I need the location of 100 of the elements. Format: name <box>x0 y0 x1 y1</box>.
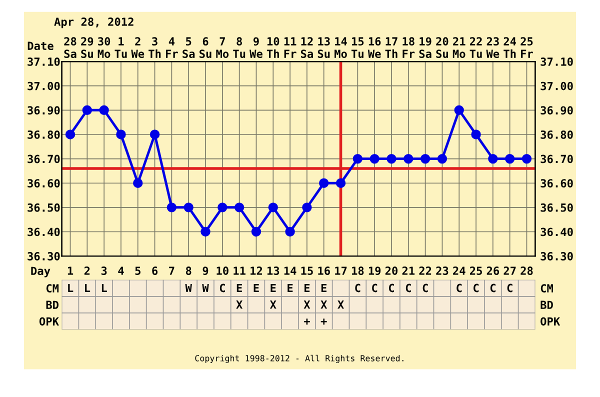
y-tick-label: 36.40 <box>28 228 60 236</box>
x-tick-label: 13 <box>267 266 280 275</box>
y-tick-label: 36.30 <box>28 252 60 260</box>
y-tick-label: CM <box>46 284 59 293</box>
x-tick-label: 30 Mo <box>98 37 110 58</box>
x-tick-label: 16 <box>318 266 330 275</box>
text: E <box>321 284 326 292</box>
x-tick-label: 27 <box>504 266 516 275</box>
x-tick-label: 13 Su <box>318 37 330 58</box>
point <box>420 154 430 164</box>
x-tick-label: 28 Sa <box>64 37 76 58</box>
text: C <box>456 284 462 292</box>
x-tick-label: 4 <box>118 266 124 275</box>
x-tick-label: 4 Fr <box>166 37 178 58</box>
text: X <box>236 300 243 309</box>
text: C <box>372 284 378 292</box>
x-tick-label: 2 <box>84 266 90 275</box>
text: E <box>236 284 242 292</box>
x-tick-label: 12 Sa <box>300 37 313 58</box>
x-tick-label: 25 Fr <box>520 37 533 58</box>
point <box>65 130 76 140</box>
text: Copyright 1998-2012 - All Rights Reserved. <box>195 354 404 364</box>
text: Apr 28, 2012 <box>54 18 134 28</box>
text: C <box>422 284 428 292</box>
x-tick-label: 20 <box>385 266 398 275</box>
y2-tick-label: 36.40 <box>540 228 573 236</box>
x-tick-label: 15 Tu <box>351 37 364 58</box>
y-tick-label: 37.10 <box>28 58 60 66</box>
point <box>133 178 143 188</box>
point <box>302 202 312 212</box>
y-tick-label: 36.80 <box>28 130 60 139</box>
y-tick-label: 36.70 <box>28 154 60 164</box>
x-tick-label: 14 <box>284 266 296 275</box>
text: W <box>202 284 209 292</box>
x-tick-label: 16 We <box>368 37 381 58</box>
y-tick-label: 37.00 <box>28 82 60 90</box>
text: C <box>474 284 479 292</box>
point <box>352 154 363 164</box>
x-tick-label: 23 We <box>486 37 500 58</box>
y2-tick-label: BD <box>540 300 553 309</box>
x-tick-label: 17 Th <box>385 37 398 58</box>
text: L <box>85 284 90 292</box>
x-tick-label: 29 Su <box>81 37 94 58</box>
y2-tick-label: 37.00 <box>540 82 573 90</box>
x-tick-label: 22 <box>419 266 432 275</box>
text: E <box>270 284 276 292</box>
x-tick-label: 12 <box>250 266 262 275</box>
x-tick-label: 24 <box>453 266 466 275</box>
x-tick-label: 6 <box>152 266 158 275</box>
text: + <box>320 318 327 325</box>
point <box>285 226 295 237</box>
y-tick-label: 36.60 <box>28 179 60 188</box>
y2-tick-label: 36.50 <box>540 203 573 212</box>
text: C <box>220 284 225 292</box>
y-tick-label: 36.90 <box>28 106 60 115</box>
text: X <box>320 300 328 309</box>
x-tick-label: 19 <box>368 266 381 276</box>
x-tick-label: 15 <box>301 266 313 275</box>
y2-tick-label: 36.80 <box>540 130 573 139</box>
y2-tick-label: 36.30 <box>540 252 573 260</box>
x-tick-label: 21 Mo <box>452 37 466 58</box>
x-axis-title: Day <box>31 266 50 278</box>
point <box>251 226 262 237</box>
text: C <box>406 284 411 292</box>
y2-tick-label: OPK <box>540 317 560 326</box>
point <box>437 154 448 164</box>
text: X <box>338 300 344 309</box>
x-tick-label: 25 <box>470 266 482 275</box>
y2-tick-label: 36.70 <box>540 154 573 164</box>
y-tick-label: BD <box>46 300 59 309</box>
point <box>319 178 329 188</box>
x-tick-label: 9 We <box>250 37 262 58</box>
text: C <box>507 284 512 292</box>
y2-tick-label: 36.90 <box>540 106 573 115</box>
x-tick-label: 10 <box>216 266 228 275</box>
point <box>471 130 481 140</box>
text: C <box>388 284 394 292</box>
x-tick-label: 24 Th <box>504 37 516 58</box>
x-tick-label: 21 <box>402 266 415 275</box>
text: C <box>355 284 360 292</box>
x-tick-label: 18 Fr <box>402 37 415 58</box>
point <box>488 154 498 164</box>
point <box>184 202 194 212</box>
x-tick-label: 3 <box>101 266 107 275</box>
point <box>99 105 109 116</box>
y-tick-label: OPK <box>39 317 59 326</box>
text: E <box>304 284 310 292</box>
text: X <box>304 300 310 309</box>
point <box>386 154 396 164</box>
x-tick-label: 22 Tu <box>470 37 482 58</box>
x-tick-label: 11 <box>234 266 246 275</box>
text: L <box>68 284 74 292</box>
x-tick-label: 3 Th <box>148 37 161 58</box>
x-tick-label: 19 Sa <box>419 37 432 58</box>
point <box>404 154 414 164</box>
x-tick-label: 2 We <box>131 37 144 58</box>
point <box>166 202 177 212</box>
text: W <box>185 284 192 292</box>
point <box>504 154 515 164</box>
x-tick-label: 1 <box>68 266 74 275</box>
